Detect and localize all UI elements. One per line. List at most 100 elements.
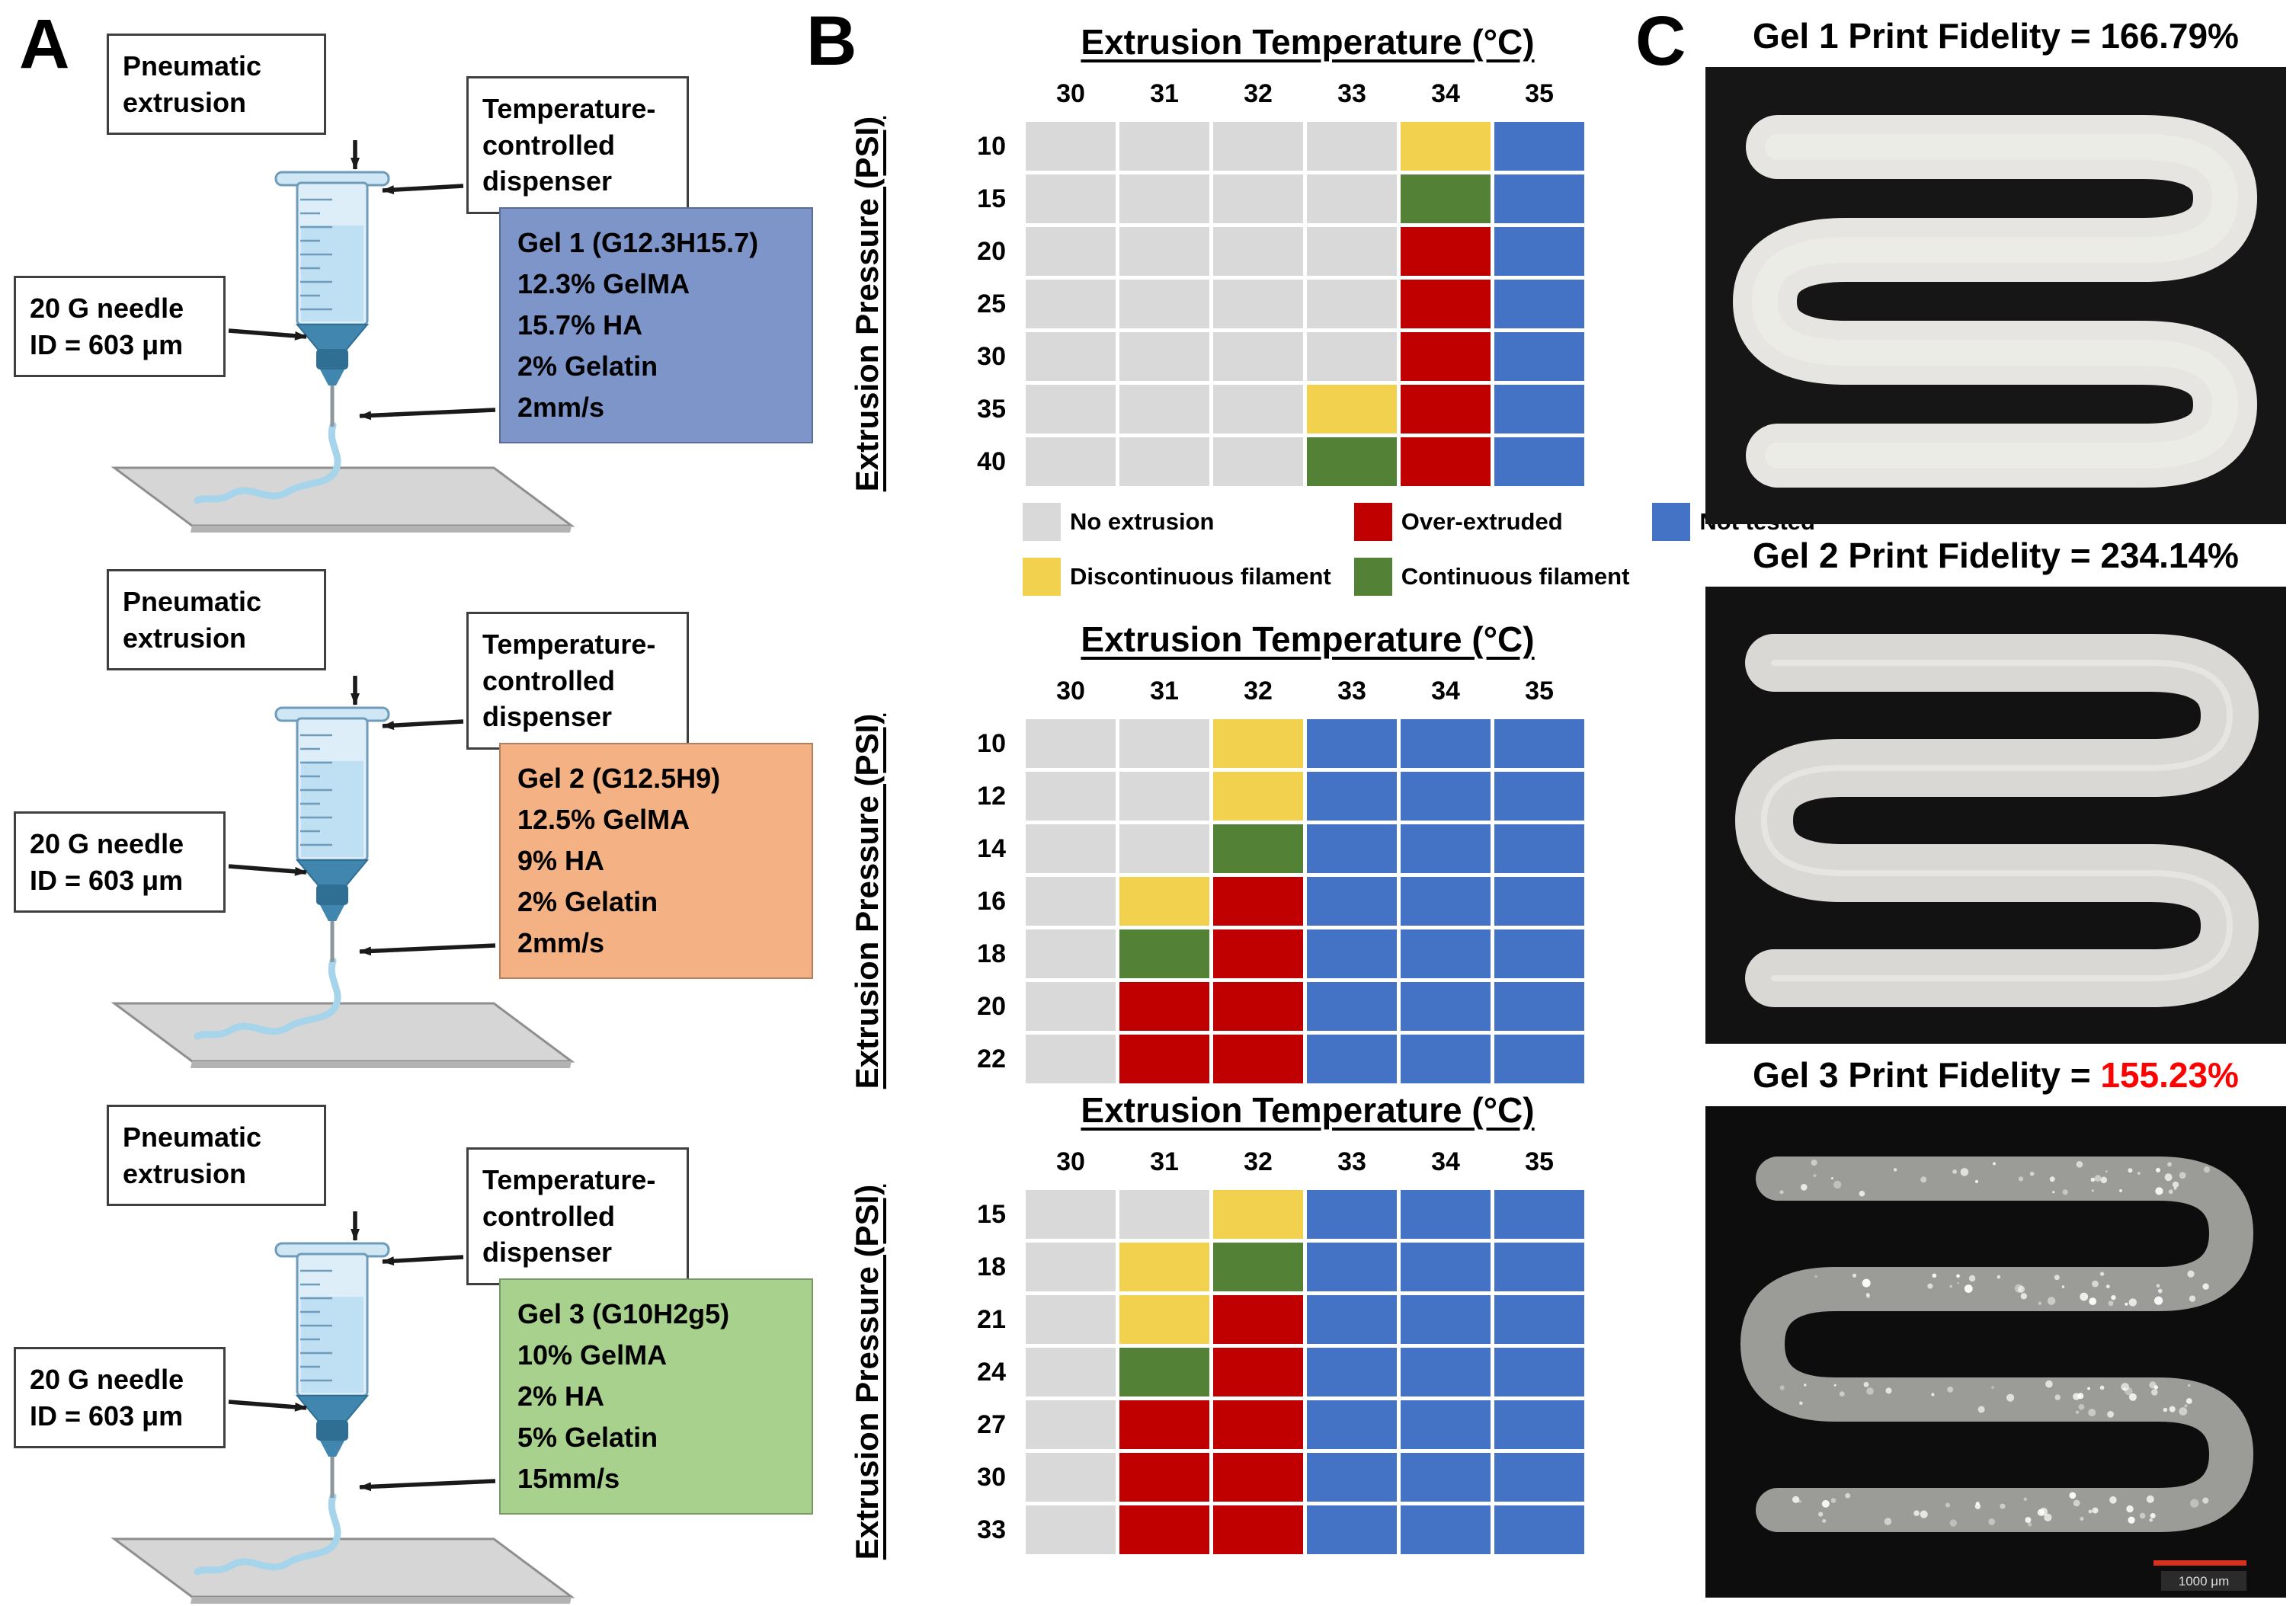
printed-filament-pattern bbox=[1705, 67, 2286, 524]
heatmap-cell-no_extrusion bbox=[1119, 824, 1209, 873]
temp-tick: 30 bbox=[1056, 1147, 1085, 1176]
heatmap-cell-discontinuous bbox=[1119, 1295, 1209, 1344]
heatmap-cell-no_extrusion bbox=[1119, 719, 1209, 768]
pressure-tick: 16 bbox=[977, 886, 1006, 916]
syringe-collar bbox=[316, 349, 348, 370]
gel1-print-photo bbox=[1705, 67, 2286, 524]
extrusion-setup-illustration bbox=[110, 140, 575, 533]
heatmap-cell-no_extrusion bbox=[1213, 332, 1303, 381]
heatmap-cell-no_extrusion bbox=[1026, 280, 1116, 328]
heatmap-cell-no_extrusion bbox=[1026, 122, 1116, 171]
syringe-hub bbox=[295, 324, 370, 353]
heatmap-cell-no_extrusion bbox=[1119, 1190, 1209, 1239]
heatmap-ylabel: Extrusion Pressure (PSI) bbox=[849, 116, 885, 492]
heatmap-cell-over_extruded bbox=[1213, 982, 1303, 1031]
heatmap-cell-discontinuous bbox=[1119, 1243, 1209, 1291]
heatmap-cell-not_tested bbox=[1307, 877, 1397, 926]
arrow-dispenser bbox=[382, 719, 464, 731]
heatmap-cell-not_tested bbox=[1494, 227, 1584, 276]
gel1-photo-block: Gel 1 Print Fidelity = 166.79% bbox=[1705, 14, 2286, 524]
temp-tick: 35 bbox=[1525, 677, 1554, 705]
heatmap-cell-not_tested bbox=[1494, 122, 1584, 171]
pressure-tick: 24 bbox=[977, 1357, 1006, 1387]
heatmap-cell-no_extrusion bbox=[1119, 385, 1209, 433]
heatmap-cell-not_tested bbox=[1401, 1243, 1491, 1291]
gel3-print-photo: 1000 μm bbox=[1705, 1106, 2286, 1598]
heatmap-cell-not_tested bbox=[1307, 1400, 1397, 1449]
legend-swatch-continuous bbox=[1353, 558, 1392, 596]
arrow-needle bbox=[228, 864, 307, 876]
pneumatic-extrusion-label: Pneumatic extrusion bbox=[107, 34, 326, 136]
heatmap-cell-not_tested bbox=[1494, 1348, 1584, 1396]
heatmap-cell-not_tested bbox=[1494, 1453, 1584, 1502]
heatmap-cell-continuous bbox=[1307, 437, 1397, 486]
needle-label: 20 G needle ID = 603 μm bbox=[14, 276, 226, 378]
pressure-tick: 12 bbox=[977, 781, 1006, 811]
heatmap-cell-not_tested bbox=[1401, 877, 1491, 926]
gel-title: Gel 2 (G12.5H9) bbox=[517, 763, 721, 794]
heatmap-cell-not_tested bbox=[1494, 877, 1584, 926]
heatmap-cell-not_tested bbox=[1401, 1035, 1491, 1083]
arrow-dispenser bbox=[382, 184, 464, 195]
arrow-needle bbox=[228, 328, 307, 341]
pressure-tick: 15 bbox=[977, 1199, 1006, 1229]
heatmap-cell-not_tested bbox=[1307, 772, 1397, 821]
syringe-graduations bbox=[300, 1269, 332, 1382]
heatmap-cell-over_extruded bbox=[1119, 1400, 1209, 1449]
arrow-gel bbox=[359, 1479, 496, 1492]
heatmap-cell-no_extrusion bbox=[1026, 1453, 1116, 1502]
temp-tick: 33 bbox=[1337, 1147, 1366, 1176]
heatmap-cell-not_tested bbox=[1401, 1190, 1491, 1239]
temp-tick: 33 bbox=[1337, 677, 1366, 705]
print-plate bbox=[110, 466, 575, 527]
pressure-tick: 18 bbox=[977, 1252, 1006, 1281]
print-plate-edge bbox=[191, 1597, 572, 1604]
syringe-collar bbox=[316, 885, 348, 905]
heatmap-cell-not_tested bbox=[1401, 1348, 1491, 1396]
arrow-gel bbox=[359, 943, 496, 956]
printed-filament-pattern: 1000 μm bbox=[1705, 1106, 2286, 1598]
heatmap-cell-no_extrusion bbox=[1307, 280, 1397, 328]
heatmap-cell-over_extruded bbox=[1213, 1295, 1303, 1344]
temp-tick: 31 bbox=[1150, 1147, 1179, 1176]
legend-label: Continuous filament bbox=[1401, 563, 1630, 590]
temp-tick: 30 bbox=[1056, 79, 1085, 108]
heatmap-cell-continuous bbox=[1213, 824, 1303, 873]
heatmap-cell-not_tested bbox=[1401, 1295, 1491, 1344]
gel-title: Gel 1 (G12.3H15.7) bbox=[517, 227, 759, 258]
heatmap-cell-not_tested bbox=[1401, 1505, 1491, 1554]
gel2-print-photo bbox=[1705, 587, 2286, 1044]
heatmap-cell-discontinuous bbox=[1213, 719, 1303, 768]
heatmap-title: Extrusion Temperature (°C) bbox=[1081, 22, 1535, 62]
printed-filament-pattern bbox=[1705, 587, 2286, 1044]
heatmap-cell-no_extrusion bbox=[1119, 437, 1209, 486]
heatmap-cell-discontinuous bbox=[1213, 772, 1303, 821]
heatmap-cell-no_extrusion bbox=[1026, 1348, 1116, 1396]
legend-swatch-discontinuous bbox=[1023, 558, 1061, 596]
gel2-photo-block: Gel 2 Print Fidelity = 234.14% bbox=[1705, 533, 2286, 1044]
heatmap-cell-no_extrusion bbox=[1026, 1295, 1116, 1344]
heatmap-cell-not_tested bbox=[1401, 824, 1491, 873]
legend-label: Over-extruded bbox=[1401, 508, 1563, 535]
heatmap-cell-not_tested bbox=[1307, 1453, 1397, 1502]
fidelity-label: Gel 1 Print Fidelity = bbox=[1753, 16, 2101, 56]
gel3-fidelity-title: Gel 3 Print Fidelity = 155.23% bbox=[1705, 1053, 2286, 1097]
heatmap-cell-no_extrusion bbox=[1026, 877, 1116, 926]
fidelity-value: 234.14% bbox=[2100, 536, 2239, 575]
temp-tick: 30 bbox=[1056, 677, 1085, 705]
gel-line: 15.7% HA bbox=[517, 309, 643, 341]
heatmap-cell-no_extrusion bbox=[1026, 332, 1116, 381]
heatmap-cell-over_extruded bbox=[1401, 385, 1491, 433]
pressure-tick: 40 bbox=[977, 446, 1006, 476]
heatmap-cell-not_tested bbox=[1307, 1190, 1397, 1239]
dispenser-label: Temperature-controlled dispenser bbox=[466, 612, 689, 750]
heatmap-cell-not_tested bbox=[1307, 1295, 1397, 1344]
heatmap-cell-not_tested bbox=[1494, 982, 1584, 1031]
heatmap-cell-no_extrusion bbox=[1026, 719, 1116, 768]
heatmap-cell-not_tested bbox=[1307, 1505, 1397, 1554]
heatmap-cell-not_tested bbox=[1494, 1243, 1584, 1291]
gel-line: 12.3% GelMA bbox=[517, 268, 690, 299]
heatmap-cell-no_extrusion bbox=[1307, 174, 1397, 223]
gel-line: 5% Gelatin bbox=[517, 1422, 658, 1453]
heatmap-cell-over_extruded bbox=[1119, 1035, 1209, 1083]
